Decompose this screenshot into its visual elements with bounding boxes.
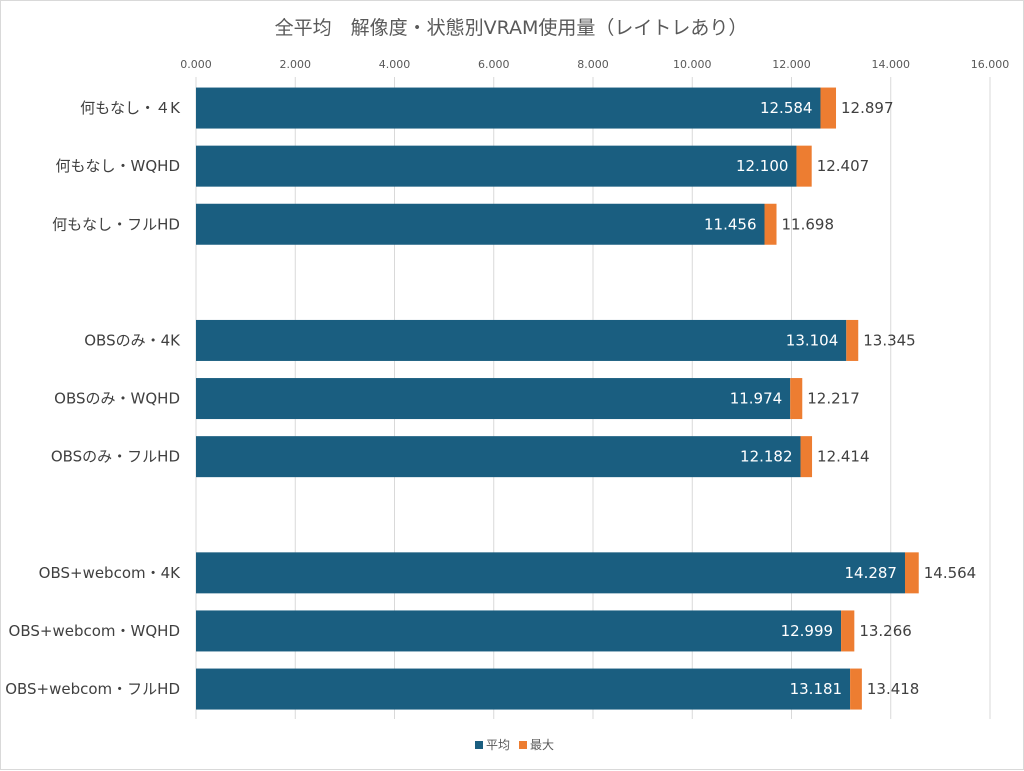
bar-average	[196, 552, 905, 594]
data-label-average: 12.999	[781, 622, 834, 640]
bar-maximum	[790, 378, 803, 420]
chart-title: 全平均 解像度・状態別VRAM使用量（レイトレあり）	[275, 17, 748, 39]
bar-average	[196, 668, 851, 710]
data-label-average: 13.181	[790, 680, 843, 698]
category-label: OBS+webcom・4K	[39, 564, 182, 582]
category-label: OBSのみ・フルHD	[51, 448, 180, 466]
data-label-maximum: 13.266	[859, 622, 912, 640]
data-label-maximum: 14.564	[924, 564, 977, 582]
legend-swatch-maximum	[519, 741, 527, 749]
x-tick-label: 16.000	[971, 58, 1010, 71]
data-label-average: 11.456	[704, 215, 757, 233]
x-tick-label: 6.000	[478, 58, 510, 71]
x-tick-label: 0.000	[180, 58, 212, 71]
bar-maximum	[846, 319, 859, 361]
x-tick-label: 8.000	[577, 58, 609, 71]
category-labels: 何もなし・４K 何もなし・WQHD 何もなし・フルHD OBSのみ・4K OBSのみ・W…	[5, 99, 181, 698]
data-label-maximum: 13.418	[867, 680, 920, 698]
legend-label-average: 平均	[486, 738, 510, 752]
bar-maximum	[850, 668, 862, 710]
x-tick-label: 4.000	[379, 58, 411, 71]
bar-average	[196, 203, 765, 245]
category-label: OBSのみ・4K	[84, 331, 181, 349]
data-label-maximum: 11.698	[782, 215, 835, 233]
category-label: 何もなし・フルHD	[52, 215, 180, 233]
legend-swatch-average	[475, 741, 483, 749]
x-tick-label: 2.000	[280, 58, 312, 71]
data-label-maximum: 12.897	[841, 99, 894, 117]
bar-maximum	[796, 145, 812, 187]
data-label-maximum: 12.407	[817, 157, 870, 175]
bar-maximum	[820, 87, 837, 129]
x-tick-label: 10.000	[673, 58, 712, 71]
data-label-average: 14.287	[844, 564, 897, 582]
bar-average	[196, 378, 791, 420]
data-label-average: 11.974	[730, 390, 783, 408]
category-label: 何もなし・４K	[80, 99, 181, 117]
bar-average	[196, 145, 797, 187]
bar-average	[196, 610, 842, 652]
x-tick-label: 12.000	[772, 58, 811, 71]
data-labels: 12.584 12.897 12.100 12.407 11.456 11.698 13.1…	[704, 99, 976, 698]
legend-label-maximum: 最大	[530, 738, 554, 752]
x-axis-tick-labels: 0.000 2.000 4.000 6.000 8.000 10.000 12.000 14.…	[180, 58, 1009, 71]
bar-maximum	[841, 610, 855, 652]
bar-average	[196, 87, 821, 129]
category-label: OBS+webcom・WQHD	[9, 622, 180, 640]
data-label-maximum: 13.345	[863, 331, 916, 349]
bar-average	[196, 436, 801, 478]
legend: 平均 最大	[475, 738, 554, 752]
data-label-maximum: 12.414	[817, 448, 870, 466]
data-label-average: 12.584	[760, 99, 813, 117]
bar-maximum	[800, 436, 813, 478]
bar-maximum	[764, 203, 777, 245]
category-label: OBS+webcom・フルHD	[5, 680, 180, 698]
bar-maximum	[904, 552, 919, 594]
category-label: OBSのみ・WQHD	[54, 390, 180, 408]
bar-average	[196, 319, 847, 361]
data-label-average: 13.104	[786, 331, 839, 349]
data-label-average: 12.182	[740, 448, 793, 466]
x-tick-label: 14.000	[872, 58, 911, 71]
data-label-maximum: 12.217	[807, 390, 860, 408]
category-label: 何もなし・WQHD	[56, 157, 180, 175]
bars	[196, 87, 919, 710]
data-label-average: 12.100	[736, 157, 789, 175]
